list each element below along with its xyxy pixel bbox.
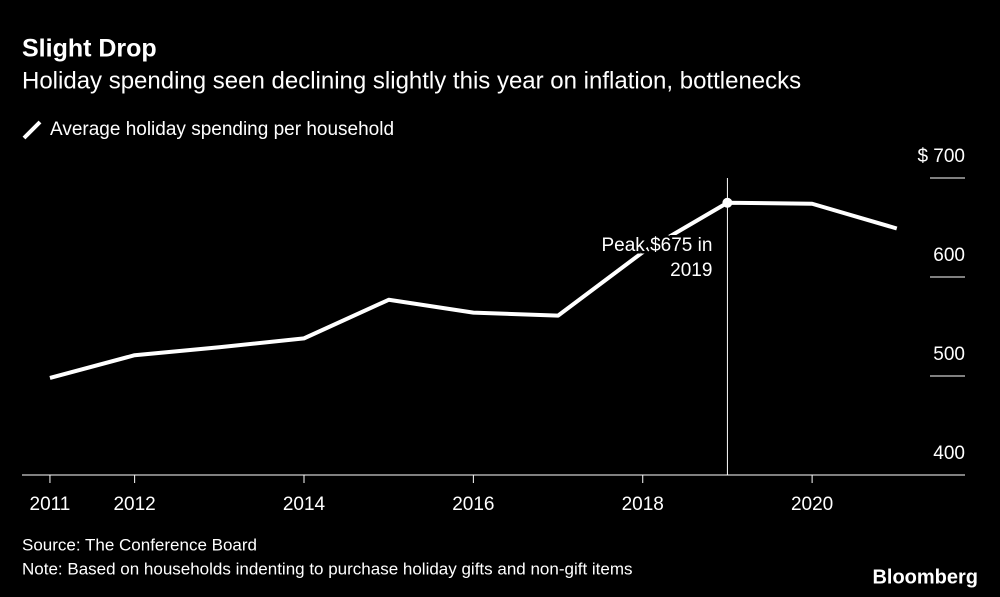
chart-title: Slight Drop [22, 35, 157, 63]
x-tick-label: 2020 [791, 494, 833, 515]
x-tick-label: 2018 [622, 494, 664, 515]
x-tick-label: 2016 [452, 494, 494, 515]
logo: Bloomberg [872, 566, 978, 588]
legend-swatch [22, 120, 42, 140]
y-tick-label: $ 700 [917, 146, 965, 167]
y-tick-label: 600 [933, 245, 965, 266]
annotation-text: 2019 [670, 260, 712, 281]
chart-subtitle: Holiday spending seen declining slightly… [22, 67, 801, 94]
y-tick-label: 400 [933, 443, 965, 464]
x-tick-label: 2014 [283, 494, 326, 515]
source: Source: The Conference Board [22, 535, 257, 554]
legend-label: Average holiday spending per household [50, 119, 394, 140]
y-tick-label: 500 [933, 344, 965, 365]
annotation-dot [722, 197, 733, 208]
x-tick-label: 2011 [30, 494, 71, 515]
line [49, 200, 898, 380]
note: Note: Based on households indenting to p… [22, 559, 633, 578]
x-tick-label: 2012 [113, 494, 155, 515]
annotation-text: Peak $675 in [602, 235, 713, 256]
